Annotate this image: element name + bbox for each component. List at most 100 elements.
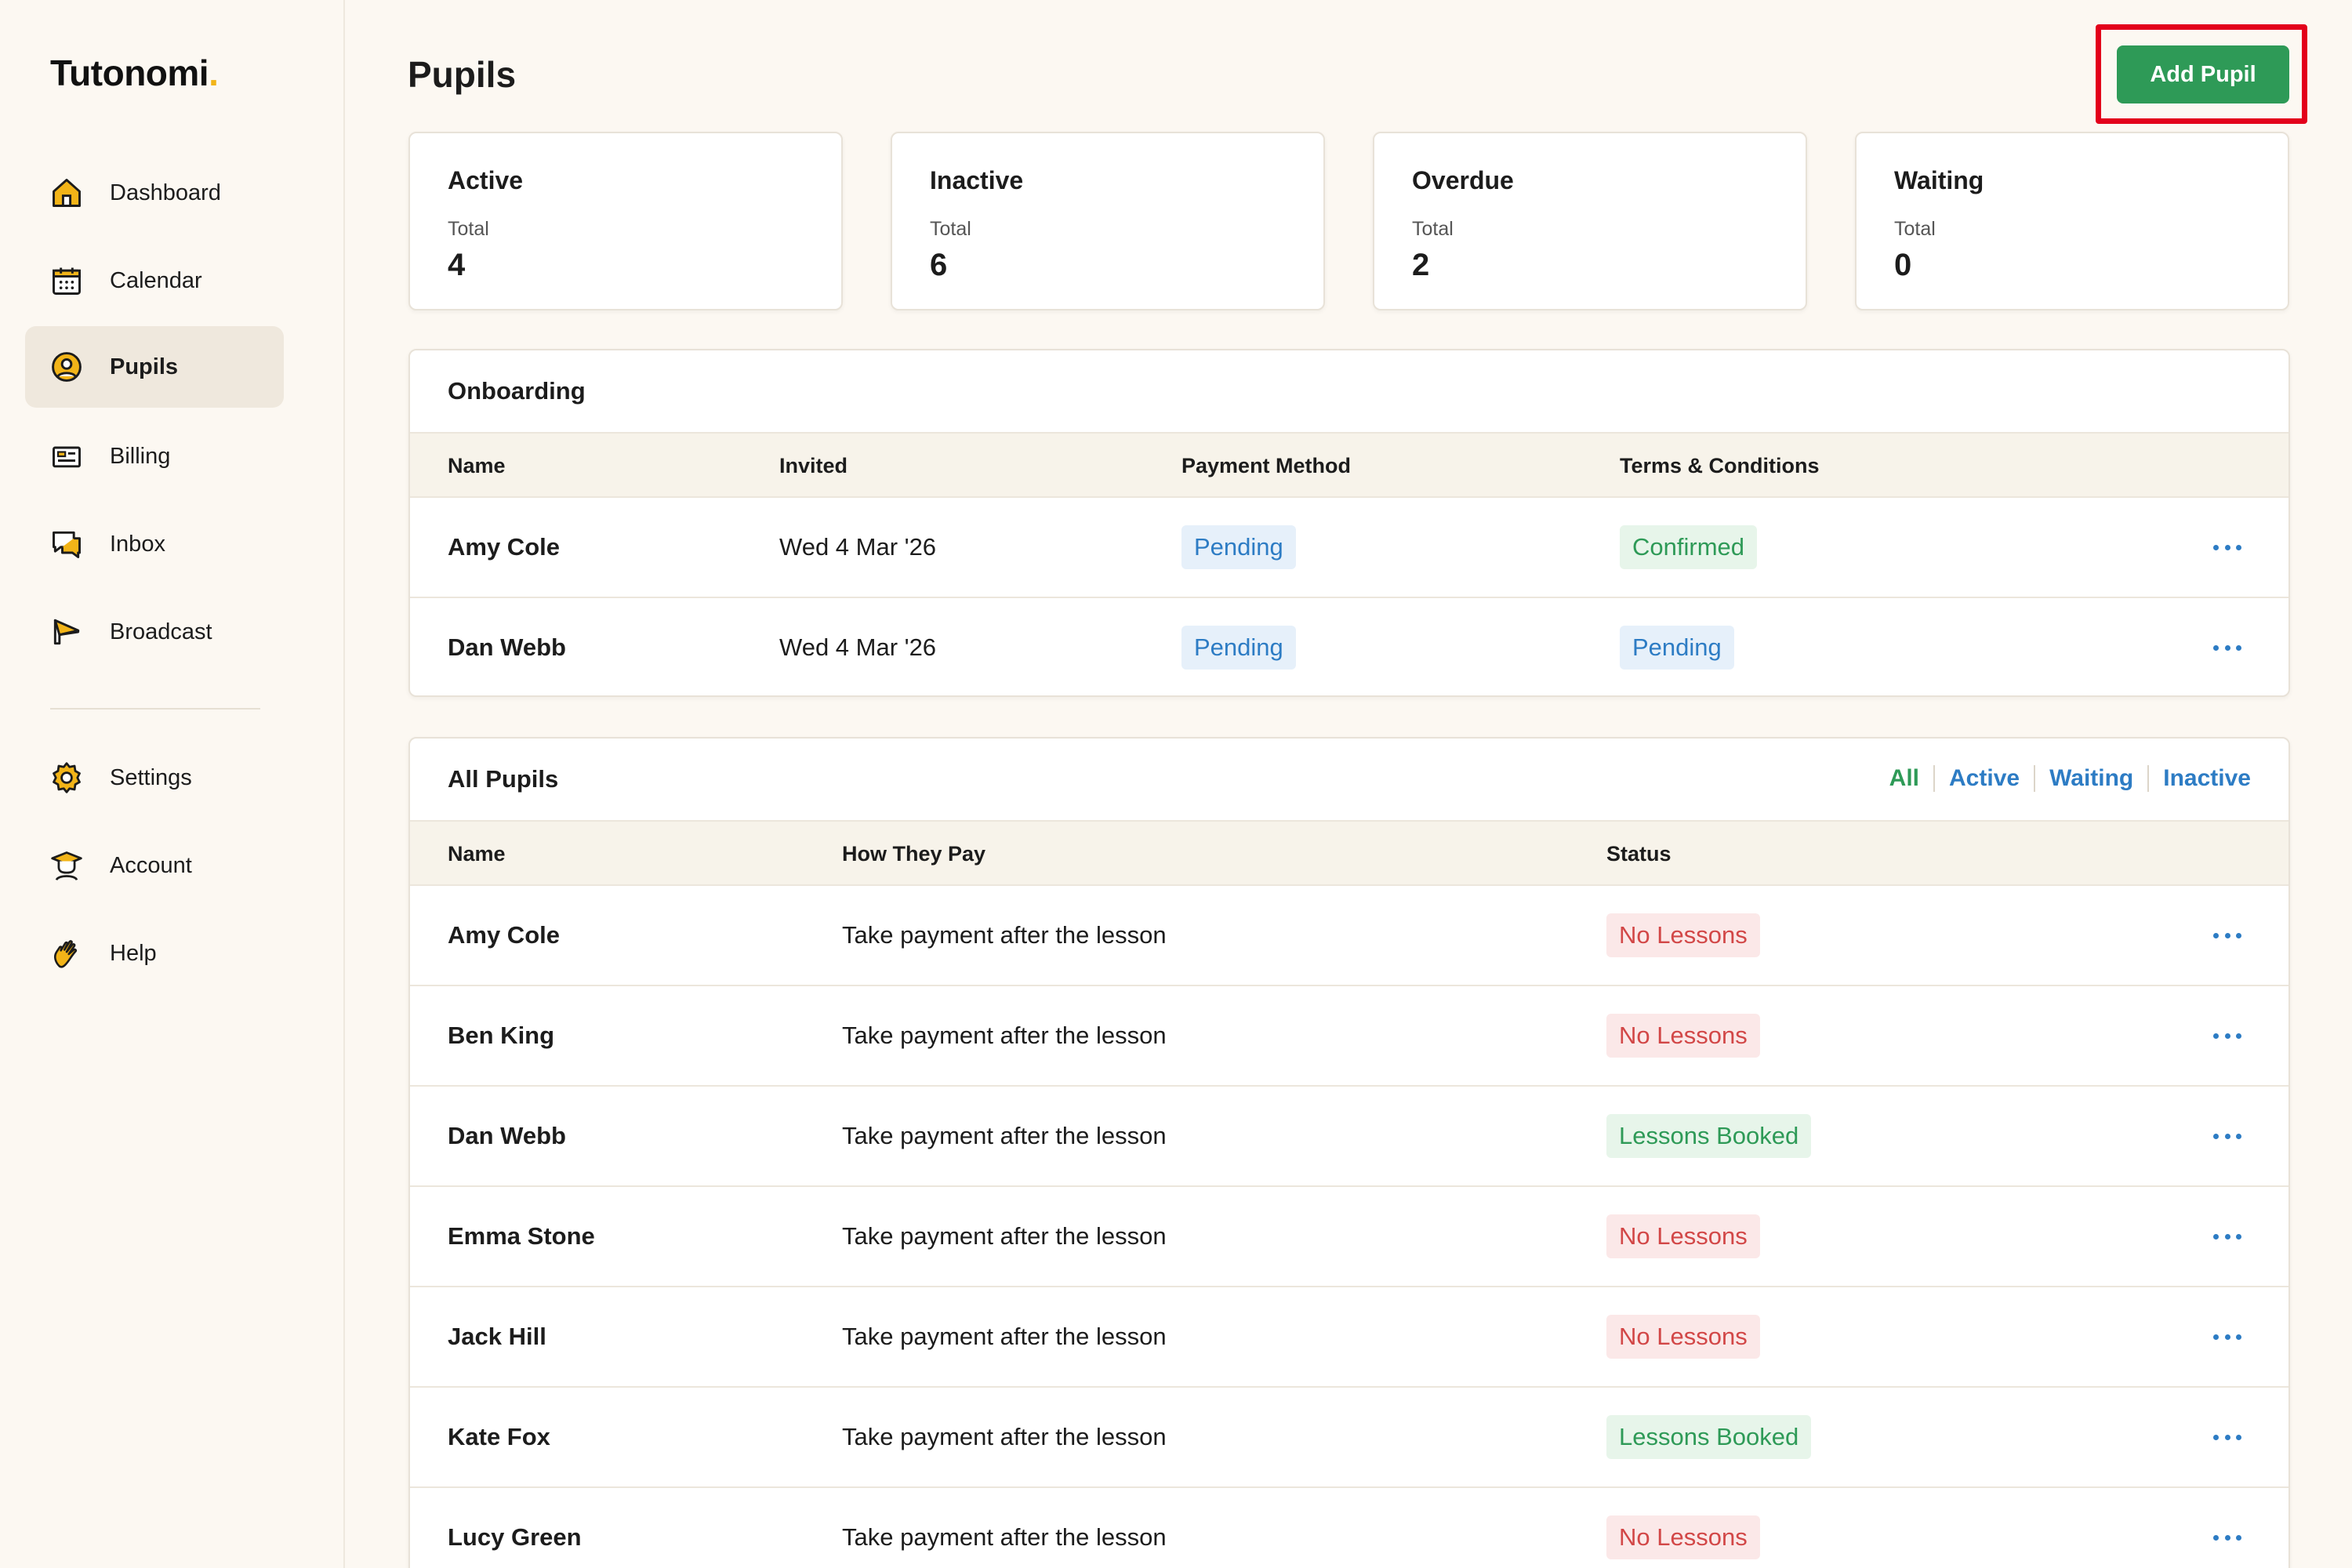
sidebar-item-broadcast[interactable]: Broadcast [25, 591, 284, 673]
stat-title: Waiting [1894, 166, 1984, 194]
sidebar-item-dashboard[interactable]: Dashboard [25, 152, 284, 234]
more-options-icon[interactable] [2213, 1024, 2241, 1047]
status-cell: Lessons Booked [1606, 1388, 1812, 1486]
graduate-icon [49, 848, 85, 884]
sidebar-item-label: Inbox [110, 531, 165, 557]
payment-type: Take payment after the lesson [842, 1323, 1167, 1350]
sidebar-item-label: Help [110, 940, 157, 966]
stat-total-label: Total [1412, 218, 1454, 240]
status-cell: No Lessons [1606, 886, 1760, 985]
sidebar-item-label: Calendar [110, 267, 202, 293]
payment-type: Take payment after the lesson [842, 1022, 1167, 1049]
payment-type: Take payment after the lesson [842, 1222, 1167, 1250]
payment-type: Take payment after the lesson [842, 1423, 1167, 1450]
sidebar-item-pupils[interactable]: Pupils [25, 326, 284, 408]
sidebar-item-account[interactable]: Account [25, 825, 284, 906]
table-row[interactable]: Dan Webb Take payment after the lesson L… [410, 1087, 2288, 1187]
more-options-icon[interactable] [2213, 535, 2241, 559]
billing-icon [49, 438, 85, 474]
add-pupil-highlight [2096, 24, 2307, 124]
filter-inactive[interactable]: Inactive [2163, 765, 2251, 791]
onboarding-panel: Onboarding Name Invited Payment Method T… [408, 349, 2290, 697]
calendar-icon [49, 263, 85, 299]
table-row[interactable]: Lucy Green Take payment after the lesson… [410, 1488, 2288, 1568]
waving-hand-icon [49, 935, 85, 971]
more-options-icon[interactable] [2213, 1124, 2241, 1148]
status-cell: No Lessons [1606, 1287, 1760, 1386]
status-badge: No Lessons [1606, 913, 1760, 957]
status-cell: Lessons Booked [1606, 1087, 1812, 1185]
pupil-name: Amy Cole [448, 533, 560, 561]
stat-card-overdue[interactable]: Overdue Total 2 [1373, 132, 1807, 310]
more-options-icon[interactable] [2213, 636, 2241, 659]
table-row[interactable]: Kate Fox Take payment after the lesson L… [410, 1388, 2288, 1488]
invited-date: Wed 4 Mar '26 [779, 633, 937, 661]
stat-card-inactive[interactable]: Inactive Total 6 [891, 132, 1325, 310]
pupil-name: Dan Webb [448, 1122, 566, 1149]
status-badge: No Lessons [1606, 1315, 1760, 1359]
table-row[interactable]: Jack Hill Take payment after the lesson … [410, 1287, 2288, 1388]
stat-title: Active [448, 166, 524, 194]
logo-dot: . [209, 53, 219, 93]
status-badge: Pending [1181, 525, 1296, 569]
terms-cell: Confirmed [1620, 498, 1757, 597]
payment-type: Take payment after the lesson [842, 1122, 1167, 1149]
stat-total-label: Total [1894, 218, 1936, 240]
more-options-icon[interactable] [2213, 1425, 2241, 1449]
stat-title: Overdue [1412, 166, 1514, 194]
table-row[interactable]: Ben King Take payment after the lesson N… [410, 986, 2288, 1087]
sidebar-item-label: Broadcast [110, 619, 212, 644]
add-pupil-button[interactable]: Add Pupil [2117, 45, 2289, 103]
onboarding-title: Onboarding [448, 377, 586, 405]
stat-value: 6 [930, 248, 948, 282]
user-circle-icon [49, 349, 85, 385]
status-badge: No Lessons [1606, 1214, 1760, 1258]
sidebar-item-label: Settings [110, 764, 192, 790]
stat-card-active[interactable]: Active Total 4 [408, 132, 843, 310]
more-options-icon[interactable] [2213, 1225, 2241, 1248]
sidebar-item-label: Billing [110, 443, 171, 469]
column-header-terms: Terms & Conditions [1620, 454, 1820, 477]
stat-value: 2 [1412, 248, 1430, 282]
sidebar-divider [50, 708, 260, 710]
filter-all[interactable]: All [1889, 765, 1920, 791]
more-options-icon[interactable] [2213, 1526, 2241, 1549]
sidebar-item-settings[interactable]: Settings [25, 737, 284, 818]
table-row: Amy Cole Wed 4 Mar '26 Pending Confirmed [410, 498, 2288, 598]
sidebar-item-billing[interactable]: Billing [25, 416, 284, 497]
status-cell: No Lessons [1606, 1187, 1760, 1286]
sidebar-item-help[interactable]: Help [25, 913, 284, 994]
more-options-icon[interactable] [2213, 924, 2241, 947]
column-header-payment-method: Payment Method [1181, 454, 1352, 477]
more-options-icon[interactable] [2213, 1325, 2241, 1348]
table-row: Dan Webb Wed 4 Mar '26 Pending Pending [410, 598, 2288, 695]
sidebar-item-inbox[interactable]: Inbox [25, 503, 284, 585]
column-header-how-they-pay: How They Pay [842, 842, 986, 866]
payment-cell: Pending [1181, 598, 1296, 695]
all-pupils-title: All Pupils [448, 765, 559, 793]
sidebar-item-label: Account [110, 852, 192, 878]
stat-total-label: Total [930, 218, 971, 240]
logo-text: Tutonomi [50, 53, 209, 93]
sidebar-item-calendar[interactable]: Calendar [25, 240, 284, 321]
table-row[interactable]: Emma Stone Take payment after the lesson… [410, 1187, 2288, 1287]
stat-card-waiting[interactable]: Waiting Total 0 [1855, 132, 2289, 310]
status-badge: No Lessons [1606, 1014, 1760, 1058]
logo[interactable]: Tutonomi. [50, 52, 219, 94]
status-badge: Lessons Booked [1606, 1415, 1812, 1459]
sidebar-item-label: Dashboard [110, 180, 221, 205]
megaphone-icon [49, 614, 85, 650]
status-badge: Pending [1620, 626, 1734, 670]
column-header-name: Name [448, 454, 506, 477]
page-title: Pupils [408, 54, 517, 95]
status-cell: No Lessons [1606, 986, 1760, 1085]
onboarding-table-header: Name Invited Payment Method Terms & Cond… [410, 432, 2288, 498]
table-row[interactable]: Amy Cole Take payment after the lesson N… [410, 886, 2288, 986]
payment-cell: Pending [1181, 498, 1296, 597]
filter-waiting[interactable]: Waiting [2049, 765, 2134, 791]
filter-active[interactable]: Active [1949, 765, 2020, 791]
status-badge: Confirmed [1620, 525, 1757, 569]
stat-value: 0 [1894, 248, 1912, 282]
status-cell: No Lessons [1606, 1488, 1760, 1568]
